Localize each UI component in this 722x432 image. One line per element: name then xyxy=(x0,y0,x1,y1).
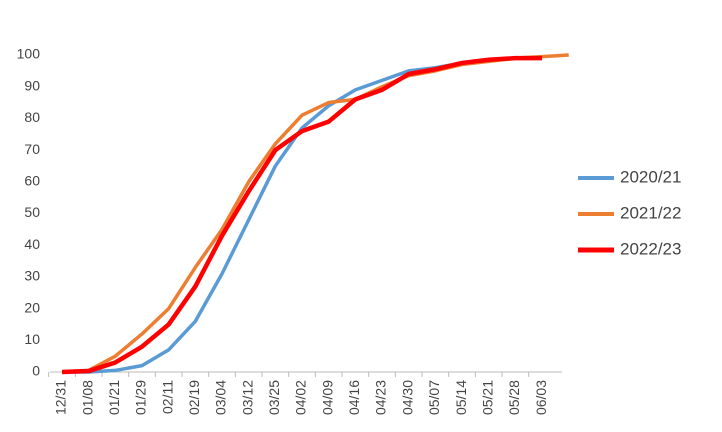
x-tick-label: 03/25 xyxy=(266,380,282,415)
series-line xyxy=(61,55,543,375)
x-tick-label: 04/09 xyxy=(319,380,335,415)
x-tick-label: 04/23 xyxy=(373,380,389,415)
y-tick-label: 80 xyxy=(24,109,40,125)
x-tick-label: 05/07 xyxy=(426,380,442,415)
legend-label: 2021/22 xyxy=(620,203,681,222)
y-tick-label: 30 xyxy=(24,268,40,284)
x-tick-label: 04/30 xyxy=(399,380,415,415)
y-tick-label: 100 xyxy=(17,46,41,62)
x-tick-label: 01/21 xyxy=(106,380,122,415)
x-tick-label: 03/12 xyxy=(239,380,255,415)
x-tick-label: 02/11 xyxy=(159,380,175,414)
y-tick-label: 20 xyxy=(24,299,40,315)
x-tick-label: 05/14 xyxy=(453,380,469,415)
y-tick-label: 10 xyxy=(24,331,40,347)
x-tick-label: 02/19 xyxy=(186,380,202,415)
x-tick-label: 06/03 xyxy=(533,380,549,415)
y-tick-label: 90 xyxy=(24,77,40,93)
x-tick-label: 05/28 xyxy=(506,380,522,415)
x-tick-label: 01/29 xyxy=(133,380,149,415)
x-tick-label: 01/08 xyxy=(79,380,95,415)
x-tick-label: 04/02 xyxy=(293,380,309,415)
y-tick-label: 60 xyxy=(24,173,40,189)
x-tick-label: 04/16 xyxy=(346,380,362,415)
legend-label: 2020/21 xyxy=(620,167,681,186)
y-tick-label: 70 xyxy=(24,141,40,157)
x-tick-label: 03/04 xyxy=(213,380,229,415)
x-tick-label: 05/21 xyxy=(479,380,495,415)
y-tick-label: 0 xyxy=(32,363,40,379)
y-tick-label: 40 xyxy=(24,236,40,252)
series-line xyxy=(61,53,569,374)
legend-label: 2022/23 xyxy=(620,239,681,258)
y-tick-label: 50 xyxy=(24,204,40,220)
x-tick-label: 12/31 xyxy=(53,380,69,415)
series-line xyxy=(62,56,543,374)
